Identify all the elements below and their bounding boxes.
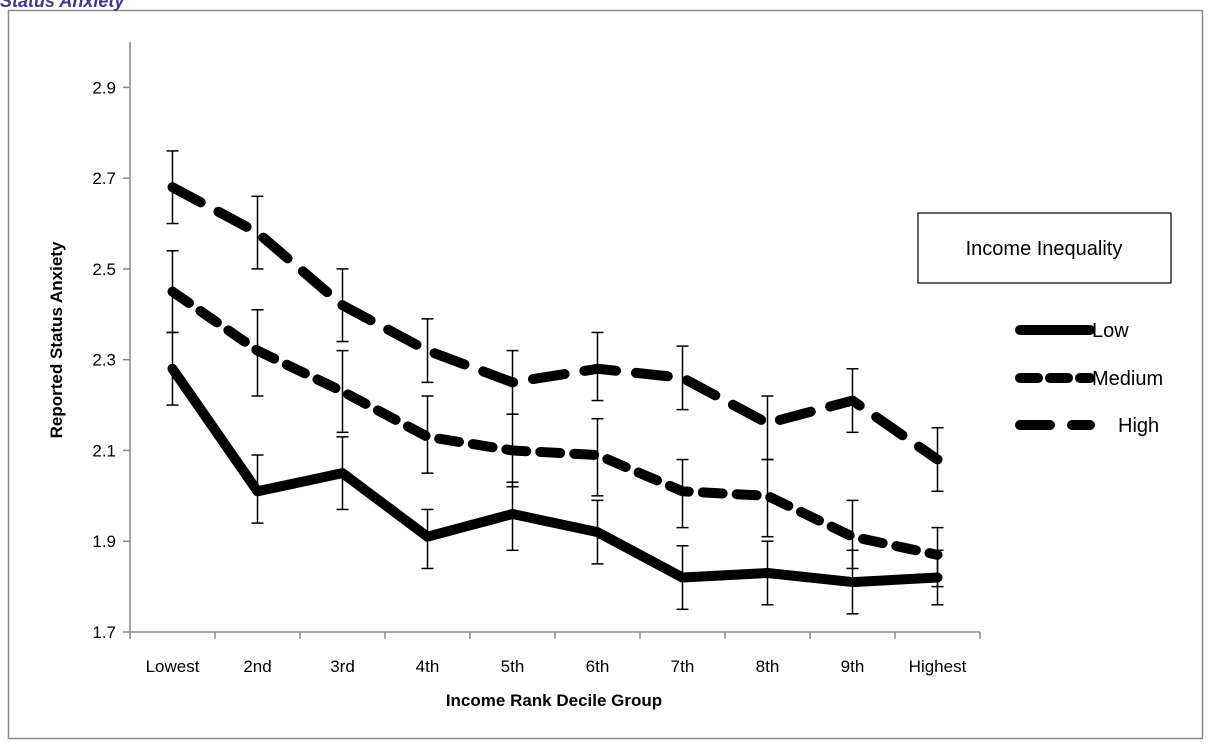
legend-label-low: Low [1092, 320, 1129, 342]
y-tick-label: 1.7 [92, 623, 116, 642]
x-tick-label: 8th [756, 657, 780, 676]
figure-caption: Status Anxiety [0, 0, 124, 12]
y-tick-label: 2.1 [92, 441, 116, 460]
y-axis-title: Reported Status Anxiety [47, 241, 66, 438]
legend-title: Income Inequality [966, 238, 1123, 260]
x-axis-title: Income Rank Decile Group [446, 691, 662, 710]
legend-label-medium: Medium [1092, 368, 1163, 390]
legend-items: Low Medium High [1020, 320, 1163, 437]
legend: Income Inequality Low Medium High [918, 213, 1171, 437]
legend-label-high: High [1118, 415, 1159, 437]
x-tick-label: 9th [841, 657, 865, 676]
y-tick-label: 2.9 [92, 78, 116, 97]
clipped-caption-strip: Status Anxiety [0, 0, 1208, 12]
x-tick-label: Highest [909, 657, 967, 676]
x-tick-label: 2nd [243, 657, 271, 676]
x-ticks: Lowest 2nd 3rd 4th 5th 6th 7th 8th 9th Highest [130, 632, 980, 676]
x-tick-label: 3rd [330, 657, 355, 676]
y-tick-label: 1.9 [92, 532, 116, 551]
series-line-medium [173, 292, 938, 555]
series-line-high [173, 187, 938, 459]
series-line-low [173, 369, 938, 582]
y-tick-label: 2.3 [92, 351, 116, 370]
x-tick-label: Lowest [146, 657, 200, 676]
series-layer [172, 187, 937, 582]
y-tick-label: 2.5 [92, 260, 116, 279]
x-tick-label: 5th [501, 657, 525, 676]
x-tick-label: 4th [416, 657, 440, 676]
error-bars [167, 151, 944, 614]
y-ticks: 1.7 1.9 2.1 2.3 2.5 2.7 2.9 [92, 78, 130, 642]
y-tick-label: 2.7 [92, 169, 116, 188]
x-tick-label: 7th [671, 657, 695, 676]
x-tick-label: 6th [586, 657, 610, 676]
